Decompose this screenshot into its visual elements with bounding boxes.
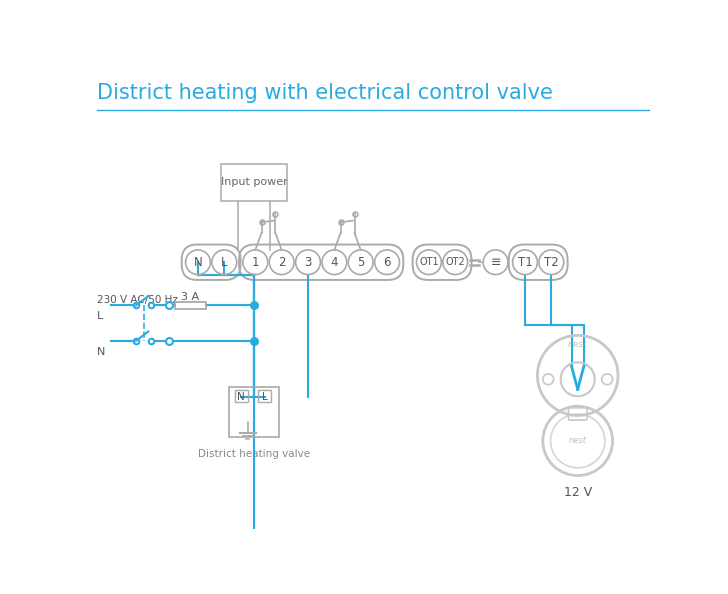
Text: 1: 1	[252, 256, 259, 268]
Text: 3 A: 3 A	[181, 292, 199, 302]
Text: L: L	[221, 256, 228, 268]
Text: OT2: OT2	[446, 257, 465, 267]
Text: 6: 6	[384, 256, 391, 268]
Text: 12 V: 12 V	[563, 486, 592, 500]
Text: nest: nest	[569, 437, 587, 446]
Text: N: N	[98, 346, 106, 356]
Text: nest: nest	[568, 340, 587, 349]
Text: 2: 2	[278, 256, 285, 268]
Text: Input power: Input power	[221, 177, 288, 187]
Text: 3: 3	[304, 256, 312, 268]
Text: ≡: ≡	[490, 256, 501, 268]
Text: 4: 4	[331, 256, 338, 268]
Text: N: N	[237, 392, 245, 402]
Text: L: L	[262, 392, 267, 402]
Text: OT1: OT1	[419, 257, 439, 267]
Text: T1: T1	[518, 256, 532, 268]
Text: T2: T2	[544, 256, 558, 268]
Text: 5: 5	[357, 256, 365, 268]
Text: 230 V AC/50 Hz: 230 V AC/50 Hz	[98, 295, 178, 305]
Text: N: N	[194, 256, 202, 268]
Text: District heating with electrical control valve: District heating with electrical control…	[98, 83, 553, 103]
Text: L: L	[98, 311, 103, 321]
Text: District heating valve: District heating valve	[198, 449, 310, 459]
